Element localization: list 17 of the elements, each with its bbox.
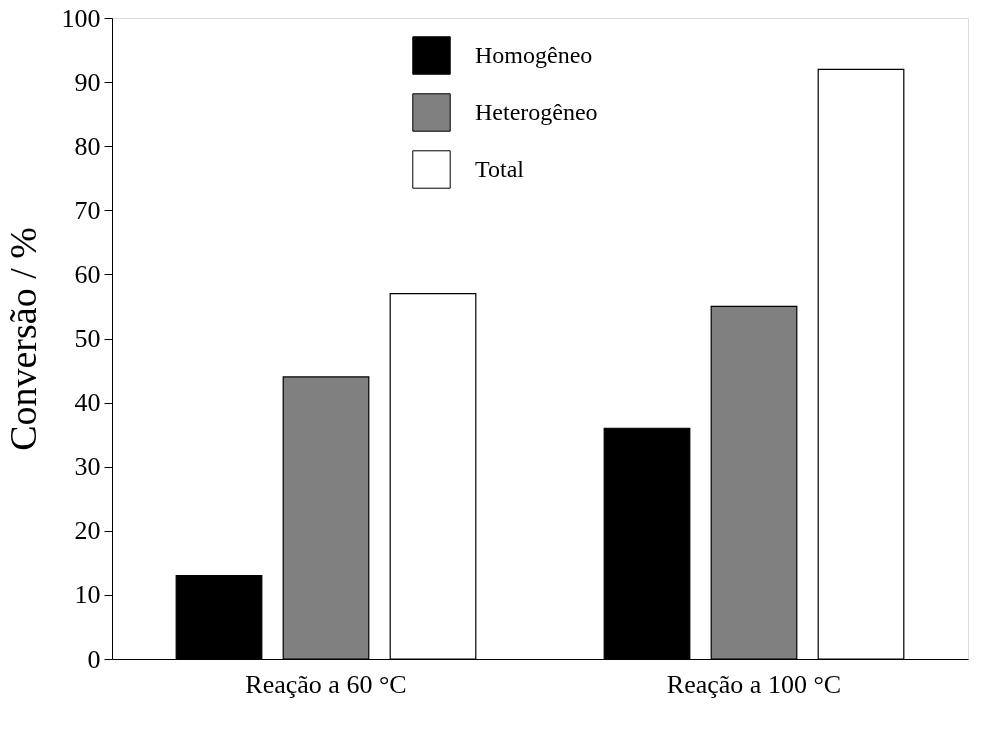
y-tick-label: 20	[74, 516, 101, 546]
legend-label: Total	[475, 155, 525, 182]
y-tick-label: 70	[74, 195, 101, 225]
y-tick-label: 60	[74, 259, 101, 289]
x-tick-label: Reação a 60 °C	[245, 669, 407, 699]
y-tick-label: 50	[74, 324, 101, 353]
y-tick-label: 80	[74, 131, 101, 161]
y-tick-label: 90	[74, 67, 101, 97]
legend-label: Heterogêneo	[475, 98, 598, 125]
y-tick-label: 30	[74, 452, 101, 482]
legend-label: Homogêneo	[475, 41, 593, 68]
y-tick-label: 100	[61, 3, 101, 33]
y-tick-label: 40	[74, 388, 101, 418]
x-tick-label: Reação a 100 °C	[666, 669, 842, 699]
y-tick-label: 0	[87, 644, 101, 674]
y-axis-title: Conversão / %	[1, 227, 44, 451]
y-tick-label: 10	[74, 580, 101, 610]
